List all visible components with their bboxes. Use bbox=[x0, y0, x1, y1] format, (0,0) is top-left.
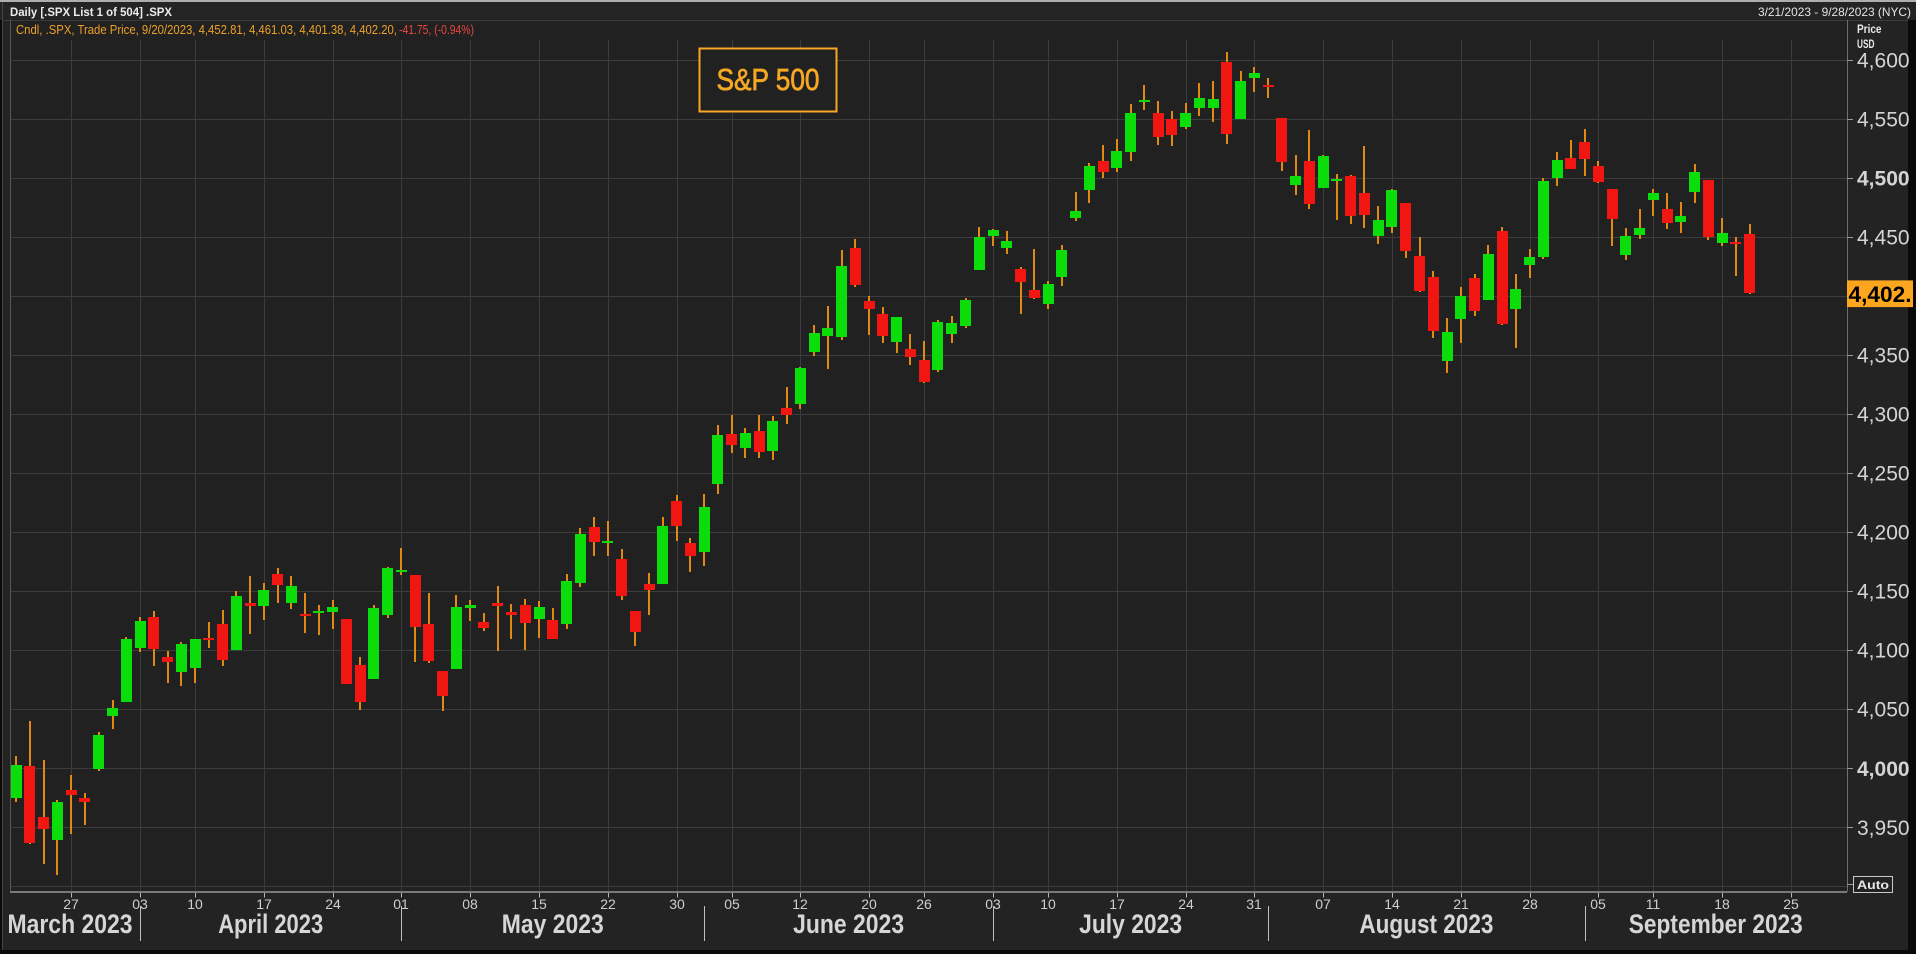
svg-text:Auto: Auto bbox=[1857, 878, 1889, 892]
svg-text:Price: Price bbox=[1857, 24, 1882, 36]
svg-text:4,550: 4,550 bbox=[1857, 108, 1910, 131]
svg-text:4,450: 4,450 bbox=[1857, 227, 1910, 250]
svg-text:28: 28 bbox=[1522, 896, 1538, 912]
svg-text:4,600: 4,600 bbox=[1857, 49, 1910, 72]
svg-text:22: 22 bbox=[600, 896, 616, 912]
svg-text:S&P 500: S&P 500 bbox=[717, 62, 820, 97]
svg-text:25: 25 bbox=[1783, 896, 1799, 912]
svg-text:24: 24 bbox=[1178, 896, 1194, 912]
svg-text:4,000: 4,000 bbox=[1857, 758, 1910, 781]
svg-text:30: 30 bbox=[669, 896, 685, 912]
svg-text:11: 11 bbox=[1646, 896, 1661, 912]
svg-text:14: 14 bbox=[1384, 896, 1400, 912]
svg-text:July 2023: July 2023 bbox=[1079, 909, 1182, 939]
svg-text:4,250: 4,250 bbox=[1857, 463, 1910, 486]
svg-text:31: 31 bbox=[1246, 896, 1262, 912]
svg-text:April 2023: April 2023 bbox=[218, 909, 323, 939]
svg-text:August 2023: August 2023 bbox=[1359, 909, 1493, 939]
svg-text:-41.75, (-0.94%): -41.75, (-0.94%) bbox=[399, 23, 474, 37]
svg-text:4,150: 4,150 bbox=[1857, 581, 1910, 604]
svg-text:4,402.: 4,402. bbox=[1849, 282, 1912, 307]
svg-text:12: 12 bbox=[792, 896, 808, 912]
svg-text:21: 21 bbox=[1453, 896, 1469, 912]
svg-text:15: 15 bbox=[531, 896, 547, 912]
svg-text:March 2023: March 2023 bbox=[8, 909, 133, 939]
svg-text:20: 20 bbox=[861, 896, 877, 912]
svg-text:03: 03 bbox=[985, 896, 1001, 912]
svg-text:18: 18 bbox=[1714, 896, 1730, 912]
svg-text:07: 07 bbox=[1315, 896, 1331, 912]
svg-text:03: 03 bbox=[132, 896, 148, 912]
svg-text:Cndl, .SPX, Trade Price, 9/20: Cndl, .SPX, Trade Price, 9/20/2023, 4,45… bbox=[16, 23, 397, 37]
svg-text:24: 24 bbox=[325, 896, 341, 912]
svg-text:05: 05 bbox=[724, 896, 740, 912]
svg-text:September 2023: September 2023 bbox=[1629, 909, 1803, 939]
svg-text:4,300: 4,300 bbox=[1857, 404, 1910, 427]
svg-text:4,500: 4,500 bbox=[1857, 168, 1910, 191]
svg-text:10: 10 bbox=[187, 896, 203, 912]
svg-text:June 2023: June 2023 bbox=[793, 909, 904, 939]
svg-text:4,050: 4,050 bbox=[1857, 699, 1910, 722]
svg-text:May 2023: May 2023 bbox=[502, 909, 604, 939]
svg-text:USD: USD bbox=[1857, 39, 1875, 51]
svg-text:3/21/2023 - 9/28/2023 (NYC): 3/21/2023 - 9/28/2023 (NYC) bbox=[1758, 5, 1911, 19]
svg-text:Daily [.SPX List 1 of 504] .SP: Daily [.SPX List 1 of 504] .SPX bbox=[10, 5, 172, 19]
svg-text:17: 17 bbox=[256, 896, 272, 912]
svg-text:4,200: 4,200 bbox=[1857, 522, 1910, 545]
svg-text:05: 05 bbox=[1590, 896, 1606, 912]
svg-text:17: 17 bbox=[1109, 896, 1125, 912]
svg-text:10: 10 bbox=[1040, 896, 1056, 912]
svg-text:4,100: 4,100 bbox=[1857, 640, 1910, 663]
svg-text:01: 01 bbox=[393, 896, 409, 912]
svg-text:26: 26 bbox=[916, 896, 932, 912]
svg-text:08: 08 bbox=[462, 896, 478, 912]
svg-text:27: 27 bbox=[63, 896, 79, 912]
svg-text:3,950: 3,950 bbox=[1857, 817, 1910, 840]
svg-text:4,350: 4,350 bbox=[1857, 345, 1910, 368]
